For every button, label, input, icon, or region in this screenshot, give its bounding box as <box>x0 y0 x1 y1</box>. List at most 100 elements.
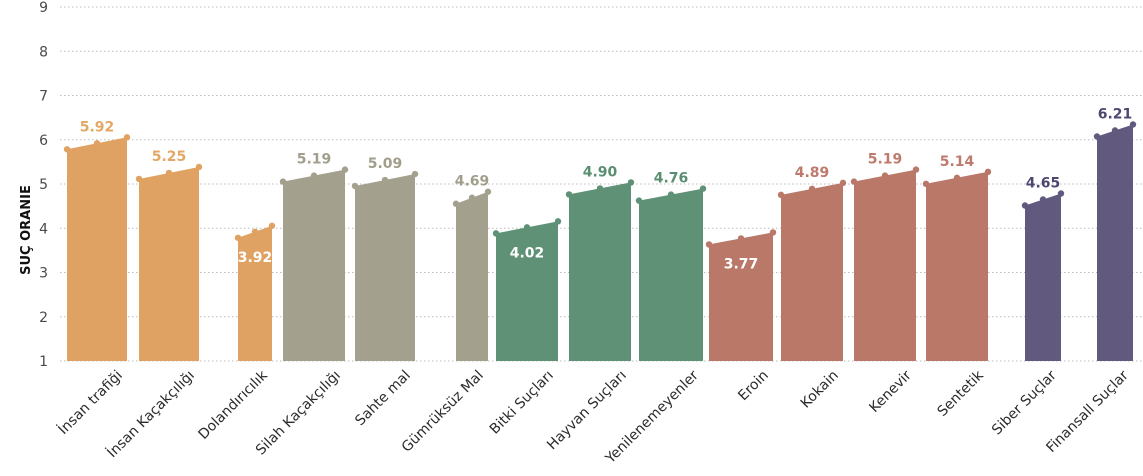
bar-marker <box>251 228 259 235</box>
bar-marker <box>1093 133 1101 140</box>
x-category-label: İnsan trafiği <box>54 366 126 438</box>
data-label: 5.19 <box>868 152 903 168</box>
x-category-label: Gümrüksüz Mal <box>399 368 487 456</box>
bar <box>456 191 488 361</box>
data-label: 5.92 <box>80 119 115 135</box>
bar-marker <box>234 234 242 241</box>
bar <box>926 171 988 361</box>
data-label: 3.92 <box>238 250 273 266</box>
bar-marker <box>627 179 635 186</box>
bar-marker <box>523 224 531 231</box>
bar-marker <box>881 172 889 179</box>
bar-marker <box>769 229 777 236</box>
bar <box>781 182 843 361</box>
bar-marker <box>839 179 847 187</box>
bar <box>139 166 199 361</box>
bar <box>1025 193 1061 361</box>
bar-marker <box>484 188 492 195</box>
bar-marker <box>310 172 318 179</box>
bar <box>67 137 127 361</box>
bar-marker <box>1021 202 1029 209</box>
y-tick-label: 9 <box>39 0 48 16</box>
bar-marker <box>1111 127 1119 134</box>
data-label: 4.89 <box>795 165 830 181</box>
bar-marker <box>554 218 562 225</box>
bar <box>569 182 631 361</box>
x-category-label: Kenevir <box>866 367 915 416</box>
y-tick-label: 4 <box>39 221 48 237</box>
y-tick-label: 1 <box>39 354 48 370</box>
label-layer: 5.92 5.25 3.92 5.19 5.09 4.69 4.02 4.90 4.76 3.77… <box>80 106 1133 272</box>
bar-marker <box>850 178 858 185</box>
y-tick-label: 3 <box>39 266 48 282</box>
bar <box>854 169 916 361</box>
data-label: 6.21 <box>1098 106 1133 122</box>
bar-marker <box>341 166 349 173</box>
x-category-label: Sahte mal <box>352 368 414 430</box>
x-category-label: Kokain <box>798 368 842 412</box>
x-category-label: Bitki Suçları <box>487 368 557 438</box>
data-label: 4.76 <box>654 171 689 187</box>
bar-marker <box>984 168 992 176</box>
bar-marker <box>411 170 419 178</box>
bar-marker <box>63 146 71 153</box>
bar <box>496 221 558 361</box>
bar-marker <box>737 235 745 242</box>
bar-marker <box>195 163 203 171</box>
data-label: 4.65 <box>1026 175 1061 191</box>
bar-marker <box>667 191 675 198</box>
bar-marker <box>165 169 173 177</box>
bar-layer <box>63 121 1137 362</box>
data-label: 5.25 <box>152 149 187 165</box>
y-tick-label: 2 <box>39 310 48 326</box>
y-tick-label: 8 <box>39 44 48 60</box>
bar-marker <box>705 241 713 248</box>
bar-marker <box>93 140 101 147</box>
bar <box>355 174 415 361</box>
bar-marker <box>381 176 389 184</box>
bar-marker <box>279 178 287 185</box>
x-category-label: Siber Suçlar <box>989 367 1060 438</box>
bar <box>283 169 345 361</box>
data-label: 3.77 <box>724 256 759 272</box>
bar-marker <box>452 200 460 207</box>
x-category-label: Sentetik <box>935 367 988 420</box>
x-category-label: Eroin <box>735 368 772 405</box>
data-label: 5.09 <box>368 156 403 172</box>
bar-marker <box>123 134 131 141</box>
bar-marker <box>912 166 920 173</box>
y-tick-label: 6 <box>39 133 48 149</box>
bar <box>238 225 272 361</box>
data-label: 4.02 <box>510 245 545 261</box>
data-label: 4.90 <box>583 164 618 180</box>
data-label: 4.69 <box>455 174 490 190</box>
bar-marker <box>268 222 276 229</box>
bar-marker <box>596 185 604 192</box>
data-label: 5.19 <box>297 152 332 168</box>
bar <box>639 188 703 361</box>
bar-marker <box>1039 196 1047 203</box>
bar-marker <box>699 185 707 192</box>
bar-marker <box>808 185 816 193</box>
bar-marker <box>351 182 359 190</box>
bar-marker <box>922 180 930 188</box>
x-category-label: Dolandırıcılık <box>195 367 271 443</box>
bar-marker <box>635 197 643 204</box>
bar-marker <box>1057 190 1065 197</box>
bar <box>1097 124 1133 362</box>
bar-marker <box>777 191 785 199</box>
bar-marker <box>492 230 500 237</box>
bar-marker <box>468 194 476 201</box>
bar <box>709 232 773 361</box>
y-axis-title: SUÇ ORANIE <box>19 185 34 275</box>
y-tick-label: 7 <box>39 89 48 105</box>
bar-marker <box>953 174 961 182</box>
bar-marker <box>135 175 143 183</box>
bar-marker <box>1129 121 1137 128</box>
bar-marker <box>565 191 573 198</box>
data-label: 5.14 <box>940 154 975 170</box>
y-tick-label: 5 <box>39 177 48 193</box>
